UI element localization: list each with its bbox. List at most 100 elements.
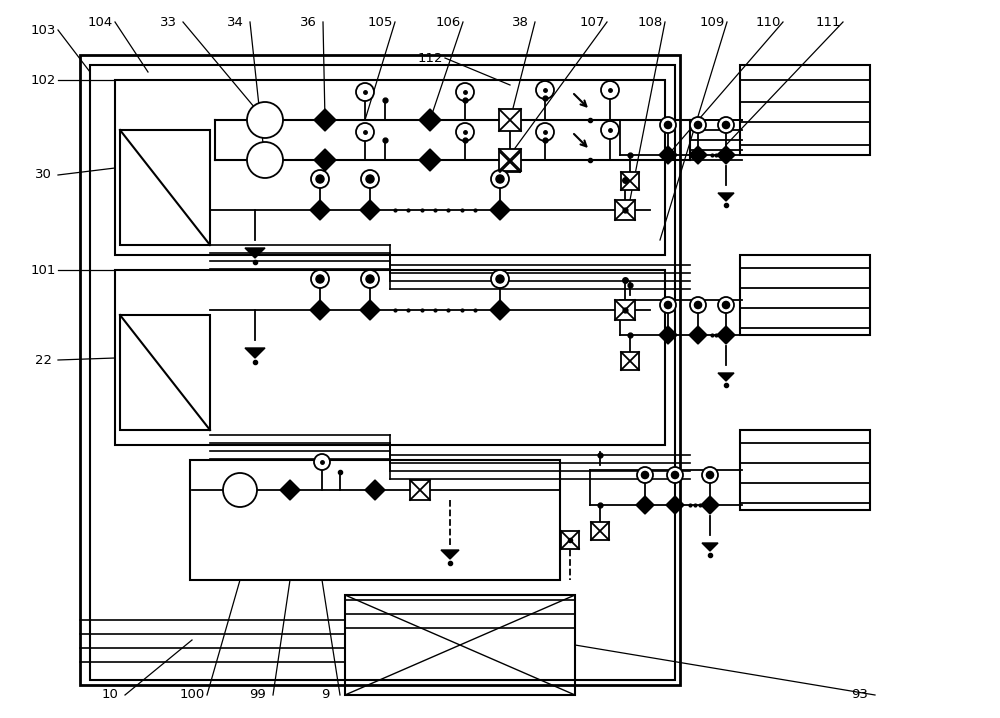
Text: 108: 108 [637, 16, 663, 29]
Polygon shape [701, 496, 710, 514]
Text: 99: 99 [250, 689, 266, 701]
Polygon shape [698, 326, 707, 344]
Circle shape [247, 102, 283, 138]
Circle shape [706, 472, 714, 479]
Polygon shape [430, 149, 441, 171]
Circle shape [664, 121, 672, 129]
Polygon shape [325, 149, 336, 171]
Circle shape [456, 123, 474, 141]
Circle shape [660, 117, 676, 133]
Circle shape [361, 170, 379, 188]
Polygon shape [666, 496, 675, 514]
Circle shape [223, 473, 257, 507]
Bar [740, 430, 870, 510]
Polygon shape [310, 300, 320, 320]
Polygon shape [441, 550, 459, 559]
Circle shape [660, 297, 676, 313]
Text: 93: 93 [852, 689, 868, 701]
Polygon shape [668, 146, 677, 164]
Circle shape [702, 467, 718, 483]
Polygon shape [710, 496, 719, 514]
Polygon shape [419, 109, 430, 131]
Bar [90, 65, 675, 680]
Circle shape [356, 83, 374, 101]
Polygon shape [419, 149, 430, 171]
Polygon shape [698, 146, 707, 164]
Circle shape [356, 123, 374, 141]
Text: 111: 111 [815, 16, 841, 29]
Circle shape [311, 170, 329, 188]
Circle shape [316, 175, 324, 183]
Bar [80, 55, 680, 685]
Polygon shape [490, 200, 500, 220]
Bar [591, 522, 609, 540]
Circle shape [314, 454, 330, 470]
Polygon shape [430, 109, 441, 131]
Bar [120, 130, 210, 245]
Text: 109: 109 [699, 16, 725, 29]
Text: 101: 101 [30, 264, 56, 276]
Polygon shape [290, 480, 300, 500]
Circle shape [311, 270, 329, 288]
Circle shape [316, 275, 324, 283]
Polygon shape [668, 326, 677, 344]
Text: 105: 105 [367, 16, 393, 29]
Polygon shape [659, 326, 668, 344]
Circle shape [718, 117, 734, 133]
Polygon shape [689, 146, 698, 164]
Circle shape [536, 81, 554, 99]
Text: 10: 10 [102, 689, 118, 701]
Bar [615, 300, 635, 320]
Polygon shape [659, 146, 668, 164]
Circle shape [718, 297, 734, 313]
Polygon shape [717, 146, 726, 164]
Text: 112: 112 [417, 52, 443, 65]
Circle shape [496, 275, 504, 283]
Text: 106: 106 [435, 16, 461, 29]
Polygon shape [717, 326, 726, 344]
Polygon shape [360, 300, 370, 320]
Polygon shape [500, 300, 510, 320]
Polygon shape [726, 146, 735, 164]
Polygon shape [689, 326, 698, 344]
Circle shape [722, 121, 730, 129]
Bar [740, 65, 870, 155]
Polygon shape [280, 480, 290, 500]
Polygon shape [320, 200, 330, 220]
Circle shape [664, 302, 672, 309]
Circle shape [641, 472, 649, 479]
Text: 107: 107 [579, 16, 605, 29]
Circle shape [496, 175, 504, 183]
Polygon shape [310, 200, 320, 220]
Bar [621, 172, 639, 190]
Polygon shape [718, 373, 734, 381]
Polygon shape [320, 300, 330, 320]
Circle shape [722, 302, 730, 309]
Circle shape [247, 142, 283, 178]
Polygon shape [314, 109, 325, 131]
Polygon shape [645, 496, 654, 514]
Circle shape [456, 83, 474, 101]
Bar [615, 200, 635, 220]
Circle shape [690, 297, 706, 313]
Text: 33: 33 [160, 16, 176, 29]
Text: 104: 104 [87, 16, 113, 29]
Text: 36: 36 [300, 16, 316, 29]
Polygon shape [370, 200, 380, 220]
Circle shape [671, 472, 679, 479]
Text: 22: 22 [34, 353, 52, 366]
Polygon shape [675, 496, 684, 514]
Circle shape [690, 117, 706, 133]
Bar [410, 480, 430, 500]
Polygon shape [314, 149, 325, 171]
Polygon shape [500, 200, 510, 220]
Circle shape [361, 270, 379, 288]
Polygon shape [375, 480, 385, 500]
Bar [499, 109, 521, 131]
Polygon shape [245, 348, 265, 358]
Bar [621, 352, 639, 370]
Circle shape [694, 121, 702, 129]
Circle shape [694, 302, 702, 309]
Bar [561, 531, 579, 549]
Text: 110: 110 [755, 16, 781, 29]
